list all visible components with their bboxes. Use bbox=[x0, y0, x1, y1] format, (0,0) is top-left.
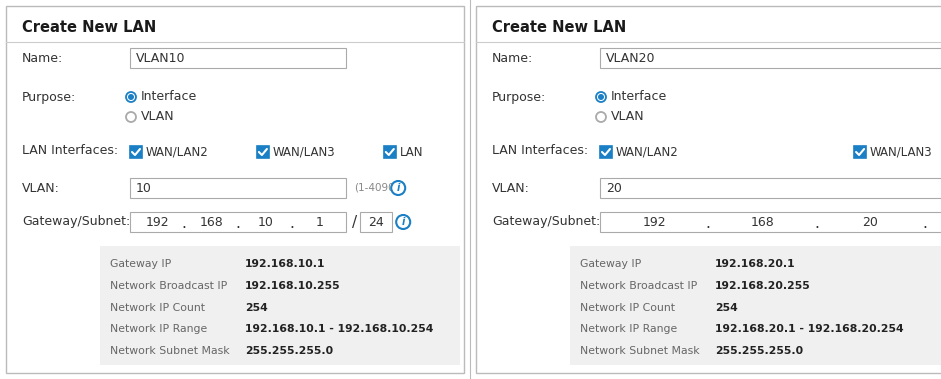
Circle shape bbox=[128, 94, 134, 100]
Text: WAN/LAN2: WAN/LAN2 bbox=[616, 146, 678, 158]
FancyBboxPatch shape bbox=[570, 246, 941, 365]
Circle shape bbox=[596, 112, 606, 122]
Text: .: . bbox=[922, 216, 927, 230]
Text: (1-4090): (1-4090) bbox=[354, 183, 399, 193]
FancyBboxPatch shape bbox=[257, 146, 269, 158]
FancyBboxPatch shape bbox=[384, 146, 396, 158]
Text: LAN: LAN bbox=[400, 146, 423, 158]
FancyBboxPatch shape bbox=[600, 212, 941, 232]
Text: Create New LAN: Create New LAN bbox=[492, 20, 627, 35]
FancyBboxPatch shape bbox=[130, 146, 142, 158]
FancyBboxPatch shape bbox=[130, 48, 346, 68]
Text: 254: 254 bbox=[245, 303, 268, 313]
Text: 10: 10 bbox=[136, 182, 152, 194]
FancyBboxPatch shape bbox=[130, 178, 346, 198]
Circle shape bbox=[598, 94, 604, 100]
Text: Name:: Name: bbox=[22, 52, 63, 64]
Text: 254: 254 bbox=[715, 303, 738, 313]
FancyBboxPatch shape bbox=[600, 48, 941, 68]
Text: Network Broadcast IP: Network Broadcast IP bbox=[580, 281, 697, 291]
Text: 10: 10 bbox=[257, 216, 273, 229]
Circle shape bbox=[126, 112, 136, 122]
Text: Network Subnet Mask: Network Subnet Mask bbox=[580, 346, 699, 356]
Text: VLAN: VLAN bbox=[141, 111, 175, 124]
Text: Gateway IP: Gateway IP bbox=[110, 259, 171, 269]
Text: Purpose:: Purpose: bbox=[492, 91, 546, 103]
Text: Name:: Name: bbox=[492, 52, 534, 64]
Text: 192: 192 bbox=[643, 216, 666, 229]
Circle shape bbox=[391, 181, 406, 195]
Text: Create New LAN: Create New LAN bbox=[22, 20, 156, 35]
FancyBboxPatch shape bbox=[854, 146, 866, 158]
Circle shape bbox=[596, 92, 606, 102]
FancyBboxPatch shape bbox=[600, 178, 941, 198]
Text: Network IP Count: Network IP Count bbox=[110, 303, 205, 313]
Text: Gateway/Subnet:: Gateway/Subnet: bbox=[492, 216, 600, 229]
Text: 192.168.20.1: 192.168.20.1 bbox=[715, 259, 796, 269]
Text: Network IP Range: Network IP Range bbox=[110, 324, 207, 334]
Text: 192.168.20.255: 192.168.20.255 bbox=[715, 281, 811, 291]
Text: Gateway IP: Gateway IP bbox=[580, 259, 641, 269]
Text: i: i bbox=[396, 183, 400, 193]
FancyBboxPatch shape bbox=[6, 6, 464, 373]
Text: 192.168.10.255: 192.168.10.255 bbox=[245, 281, 341, 291]
Text: Purpose:: Purpose: bbox=[22, 91, 76, 103]
Text: 255.255.255.0: 255.255.255.0 bbox=[715, 346, 803, 356]
Text: WAN/LAN2: WAN/LAN2 bbox=[146, 146, 209, 158]
Text: LAN Interfaces:: LAN Interfaces: bbox=[22, 144, 119, 158]
Text: 168: 168 bbox=[199, 216, 223, 229]
Text: WAN/LAN3: WAN/LAN3 bbox=[870, 146, 933, 158]
Text: 24: 24 bbox=[368, 216, 384, 229]
Text: .: . bbox=[235, 216, 241, 230]
Text: Network Subnet Mask: Network Subnet Mask bbox=[110, 346, 230, 356]
Text: Network IP Count: Network IP Count bbox=[580, 303, 675, 313]
Text: Network Broadcast IP: Network Broadcast IP bbox=[110, 281, 227, 291]
Text: VLAN: VLAN bbox=[611, 111, 645, 124]
Text: 192.168.10.1: 192.168.10.1 bbox=[245, 259, 326, 269]
Text: .: . bbox=[706, 216, 710, 230]
Text: .: . bbox=[290, 216, 295, 230]
Text: .: . bbox=[814, 216, 819, 230]
Text: Gateway/Subnet:: Gateway/Subnet: bbox=[22, 216, 130, 229]
Text: VLAN10: VLAN10 bbox=[136, 52, 185, 64]
FancyBboxPatch shape bbox=[130, 212, 346, 232]
Circle shape bbox=[396, 215, 410, 229]
Text: 1: 1 bbox=[315, 216, 323, 229]
FancyBboxPatch shape bbox=[100, 246, 460, 365]
Text: i: i bbox=[402, 217, 405, 227]
Text: Interface: Interface bbox=[611, 91, 667, 103]
FancyBboxPatch shape bbox=[360, 212, 392, 232]
Text: LAN Interfaces:: LAN Interfaces: bbox=[492, 144, 588, 158]
FancyBboxPatch shape bbox=[600, 146, 612, 158]
Circle shape bbox=[126, 92, 136, 102]
Text: .: . bbox=[182, 216, 186, 230]
Text: /: / bbox=[352, 215, 358, 230]
FancyBboxPatch shape bbox=[476, 6, 941, 373]
Text: VLAN20: VLAN20 bbox=[606, 52, 656, 64]
Text: 192: 192 bbox=[145, 216, 168, 229]
Text: WAN/LAN3: WAN/LAN3 bbox=[273, 146, 336, 158]
Text: VLAN:: VLAN: bbox=[492, 182, 530, 194]
Text: Network IP Range: Network IP Range bbox=[580, 324, 678, 334]
Text: 192.168.20.1 - 192.168.20.254: 192.168.20.1 - 192.168.20.254 bbox=[715, 324, 903, 334]
Text: 168: 168 bbox=[750, 216, 774, 229]
Text: VLAN:: VLAN: bbox=[22, 182, 60, 194]
Text: 20: 20 bbox=[863, 216, 879, 229]
Text: 20: 20 bbox=[606, 182, 622, 194]
Text: Interface: Interface bbox=[141, 91, 198, 103]
Text: 192.168.10.1 - 192.168.10.254: 192.168.10.1 - 192.168.10.254 bbox=[245, 324, 434, 334]
Text: 255.255.255.0: 255.255.255.0 bbox=[245, 346, 333, 356]
